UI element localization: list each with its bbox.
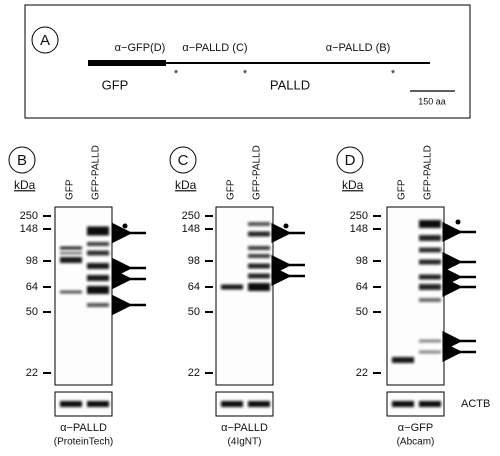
caption: (Abcam): [397, 437, 435, 448]
band: [419, 220, 441, 228]
dot: [455, 219, 461, 225]
marker-label: 64: [188, 281, 200, 293]
band: [248, 283, 270, 291]
lane-label: GFP: [65, 179, 76, 200]
band: [248, 222, 270, 226]
band: [419, 259, 441, 265]
band: [87, 275, 109, 281]
panel-label: C: [178, 152, 189, 169]
marker-label: 64: [26, 281, 38, 293]
marker-label: 250: [182, 210, 200, 222]
domain-label: PALLD: [270, 77, 310, 92]
marker-label: 98: [356, 255, 368, 267]
blot: [54, 206, 113, 386]
band: [87, 250, 109, 256]
band: [419, 350, 441, 354]
band: [392, 357, 414, 363]
marker-label: 22: [188, 367, 200, 379]
band: [419, 235, 441, 241]
lane-label: GFP: [226, 179, 237, 200]
marker-label: 22: [356, 367, 368, 379]
dot: [122, 223, 128, 229]
lane-label: GFP-PALLD: [252, 145, 263, 200]
band: [60, 290, 82, 294]
antibody-label: α−GFP(D): [115, 42, 166, 54]
band: [419, 401, 441, 407]
marker-label: 250: [20, 210, 38, 222]
panel-label: B: [17, 152, 27, 169]
marker-label: 50: [26, 306, 38, 318]
band: [60, 252, 82, 254]
band: [248, 263, 270, 269]
band: [87, 286, 109, 294]
band: [60, 246, 82, 250]
band: [87, 242, 109, 246]
marker-label: 148: [20, 223, 38, 235]
panel-circle: [8, 146, 36, 174]
band: [248, 273, 270, 279]
band: [419, 298, 441, 302]
marker-label: 98: [26, 255, 38, 267]
scale-label: 150 aa: [418, 96, 446, 106]
band: [419, 247, 441, 253]
panel-a-frame: [24, 4, 471, 119]
panel-label: A: [40, 32, 50, 49]
band: [87, 226, 109, 236]
caption: α−PALLD: [221, 422, 268, 434]
band: [419, 284, 441, 290]
dot: [283, 223, 289, 229]
band: [419, 274, 441, 280]
lane-label: GFP: [397, 179, 408, 200]
marker-label: 148: [182, 223, 200, 235]
marker-label: 64: [356, 281, 368, 293]
marker-label: 250: [350, 210, 368, 222]
band: [248, 246, 270, 250]
lane-label: GFP-PALLD: [91, 145, 102, 200]
band: [60, 401, 82, 407]
kda-label: kDa: [342, 178, 364, 192]
antibody-label: α−PALLD (B): [326, 42, 391, 54]
caption: α−GFP: [398, 422, 433, 434]
band: [60, 257, 82, 263]
band: [419, 339, 441, 343]
asterisk: *: [243, 68, 248, 80]
band: [392, 401, 414, 407]
panel-label: D: [345, 152, 356, 169]
lane-label: GFP-PALLD: [423, 145, 434, 200]
caption: (4IgNT): [228, 437, 262, 448]
panel-circle: [336, 146, 364, 174]
band: [248, 401, 270, 407]
asterisk: *: [391, 68, 396, 80]
asterisk: *: [174, 68, 179, 80]
marker-label: 50: [188, 306, 200, 318]
band: [87, 401, 109, 407]
marker-label: 98: [188, 255, 200, 267]
band: [87, 303, 109, 307]
caption: (ProteinTech): [54, 437, 113, 448]
blot: [215, 206, 274, 386]
caption: α−PALLD: [60, 422, 107, 434]
band: [87, 263, 109, 269]
panel-circle: [169, 146, 197, 174]
kda-label: kDa: [175, 178, 197, 192]
band: [248, 254, 270, 258]
domain-label: GFP: [102, 77, 129, 92]
loading-control-label: ACTB: [461, 398, 490, 410]
gfp-domain: [88, 60, 166, 66]
marker-label: 22: [26, 367, 38, 379]
antibody-label: α−PALLD (C): [182, 42, 247, 54]
panel-circle: [31, 26, 59, 54]
band: [221, 401, 243, 407]
band: [221, 284, 243, 290]
marker-label: 148: [350, 223, 368, 235]
kda-label: kDa: [14, 178, 36, 192]
band: [248, 231, 270, 237]
marker-label: 50: [356, 306, 368, 318]
